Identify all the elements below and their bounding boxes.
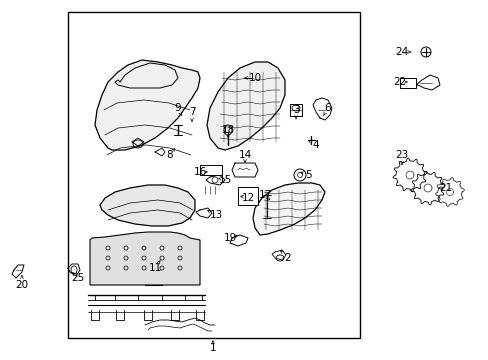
Text: 1: 1 (209, 343, 216, 353)
Text: 4: 4 (312, 140, 319, 150)
Text: 25: 25 (71, 273, 84, 283)
Bar (68, 12, 359, 338)
Polygon shape (206, 62, 285, 150)
Text: 13: 13 (209, 210, 222, 220)
Bar (238, 187, 258, 205)
Polygon shape (90, 232, 200, 285)
Text: 19: 19 (223, 233, 236, 243)
Text: 20: 20 (16, 280, 28, 290)
Text: 22: 22 (392, 77, 406, 87)
Text: 9: 9 (174, 103, 181, 113)
Polygon shape (100, 185, 195, 226)
Text: 2: 2 (284, 253, 291, 263)
Text: 16: 16 (193, 167, 206, 177)
Text: 18: 18 (221, 125, 234, 135)
Text: 5: 5 (304, 170, 311, 180)
Text: 8: 8 (166, 150, 173, 160)
Text: 6: 6 (324, 103, 331, 113)
Text: 3: 3 (292, 105, 299, 115)
Text: 7: 7 (188, 107, 195, 117)
Polygon shape (95, 60, 200, 150)
Bar (200, 165, 222, 175)
Text: 15: 15 (218, 175, 231, 185)
Text: 21: 21 (439, 183, 452, 193)
Text: 10: 10 (248, 73, 261, 83)
Polygon shape (252, 183, 325, 235)
Text: 12: 12 (241, 193, 254, 203)
Text: 17: 17 (258, 190, 271, 200)
Text: 14: 14 (238, 150, 251, 160)
Text: 11: 11 (148, 263, 162, 273)
Bar (399, 78, 415, 88)
Text: 23: 23 (395, 150, 408, 160)
Text: 24: 24 (395, 47, 408, 57)
